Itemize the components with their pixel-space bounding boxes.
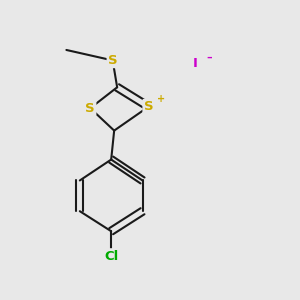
Text: –: – bbox=[206, 52, 212, 62]
Text: S: S bbox=[144, 100, 153, 113]
Text: S: S bbox=[85, 102, 95, 115]
Text: S: S bbox=[108, 54, 118, 67]
Text: +: + bbox=[157, 94, 165, 104]
Text: Cl: Cl bbox=[104, 250, 118, 262]
Text: I: I bbox=[192, 57, 197, 70]
